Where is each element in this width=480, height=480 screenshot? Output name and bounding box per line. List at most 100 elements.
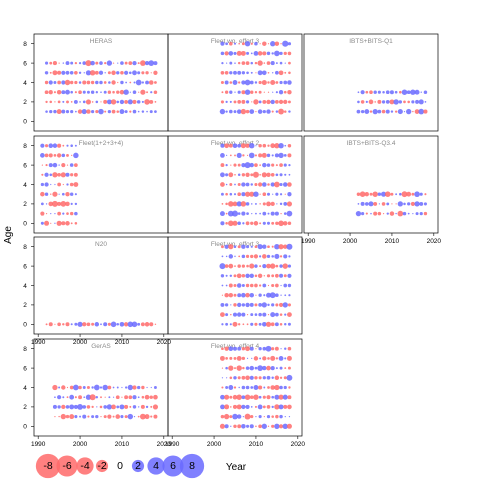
residual-bubble <box>232 394 238 400</box>
residual-bubble <box>229 376 233 380</box>
residual-bubble <box>255 212 257 215</box>
residual-bubble <box>48 153 53 158</box>
residual-bubble <box>219 355 225 361</box>
residual-bubble <box>78 385 82 390</box>
residual-bubble <box>87 415 90 418</box>
residual-bubble <box>262 70 267 76</box>
residual-bubble <box>288 255 291 258</box>
residual-bubble <box>224 394 230 400</box>
residual-bubble <box>220 172 225 178</box>
residual-bubble <box>221 323 224 326</box>
residual-bubble <box>153 386 157 389</box>
panel-8: GerAS 0 2 4 6 8 1990 2000 2010 2020 <box>23 338 171 448</box>
y-tick-label: 4 <box>23 283 27 290</box>
residual-bubble <box>224 292 229 298</box>
residual-bubble <box>241 312 246 317</box>
residual-bubble <box>44 182 49 187</box>
legend-label: -4 <box>80 460 89 472</box>
residual-bubble <box>386 202 390 206</box>
residual-bubble <box>262 264 267 269</box>
residual-bubble <box>246 264 249 268</box>
residual-bubble <box>414 89 420 95</box>
residual-bubble <box>57 70 62 75</box>
residual-bubble <box>124 61 128 65</box>
residual-bubble <box>389 211 395 216</box>
residual-bubble <box>287 273 292 278</box>
residual-bubble <box>120 415 124 419</box>
residual-bubble <box>250 254 254 259</box>
residual-bubble <box>242 366 245 370</box>
y-tick-label: 8 <box>23 244 27 251</box>
residual-bubble <box>257 365 263 371</box>
residual-bubble <box>137 406 140 408</box>
residual-bubble <box>220 70 225 75</box>
residual-bubble <box>140 89 146 95</box>
residual-bubble <box>53 81 57 84</box>
residual-bubble <box>271 221 275 225</box>
residual-bubble <box>225 100 228 104</box>
residual-bubble <box>66 183 69 186</box>
residual-bubble <box>245 404 250 409</box>
residual-bubble <box>66 386 69 389</box>
residual-bubble <box>233 274 237 278</box>
residual-bubble <box>393 99 399 105</box>
residual-bubble <box>288 163 291 167</box>
residual-bubble <box>137 110 140 113</box>
panel-title: GerAS <box>91 343 111 350</box>
residual-bubble <box>237 221 241 226</box>
residual-bubble <box>255 294 257 296</box>
residual-bubble <box>53 91 56 94</box>
residual-bubble <box>279 193 283 196</box>
residual-bubble <box>254 154 257 157</box>
residual-bubble <box>49 61 53 65</box>
residual-bubble <box>61 385 66 390</box>
residual-bubble <box>138 91 140 93</box>
residual-bubble <box>262 221 266 225</box>
residual-bubble <box>254 245 258 249</box>
residual-bubble <box>406 191 412 197</box>
residual-bubble <box>255 425 257 428</box>
residual-bubble <box>137 415 140 418</box>
residual-bubble <box>286 374 293 381</box>
residual-bubble <box>232 143 238 149</box>
residual-bubble <box>266 153 271 158</box>
legend-bubble <box>56 455 78 477</box>
residual-bubble <box>237 312 242 317</box>
residual-bubble <box>253 254 259 259</box>
residual-bubble <box>255 145 257 147</box>
residual-bubble <box>65 221 70 226</box>
x-tick-label: 2020 <box>157 339 172 346</box>
residual-bubble <box>369 192 373 196</box>
residual-bubble <box>399 90 402 94</box>
residual-bubble <box>386 212 389 215</box>
residual-bubble <box>286 201 293 207</box>
y-tick-label: 2 <box>23 99 27 106</box>
residual-bubble <box>284 71 287 74</box>
residual-bubble <box>104 396 106 398</box>
panel-title: Fleet wo. effort 4 <box>211 343 260 350</box>
residual-bubble <box>267 284 270 287</box>
residual-bubble <box>66 144 69 147</box>
residual-bubble <box>140 322 145 327</box>
residual-bubble <box>284 313 287 316</box>
residual-bubble <box>275 367 278 370</box>
residual-bubble <box>279 163 283 167</box>
residual-bubble <box>104 62 107 65</box>
residual-bubble <box>418 108 425 115</box>
residual-bubble <box>221 377 224 379</box>
residual-bubble <box>57 395 62 400</box>
residual-bubble <box>258 376 262 380</box>
residual-bubble <box>220 163 225 168</box>
residual-bubble <box>261 302 267 308</box>
y-tick-label: 8 <box>23 143 27 150</box>
residual-bubble <box>146 386 148 389</box>
residual-bubble <box>267 81 270 84</box>
residual-bubble <box>58 415 60 418</box>
residual-bubble <box>82 322 87 327</box>
residual-bubble <box>257 51 263 56</box>
residual-bubble <box>124 110 128 114</box>
residual-bubble <box>108 396 111 399</box>
residual-bubble <box>377 211 382 216</box>
residual-bubble <box>71 154 73 157</box>
residual-bubble <box>287 51 292 56</box>
